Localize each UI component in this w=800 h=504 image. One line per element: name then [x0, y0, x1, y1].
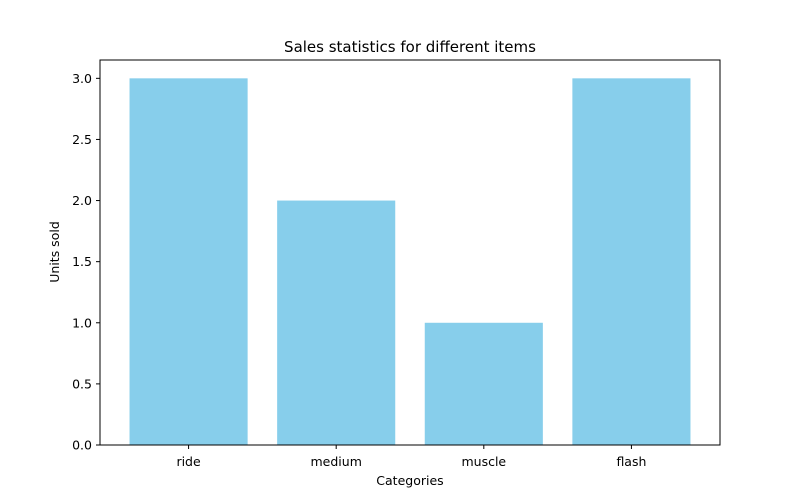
- y-tick-label-0.0: 0.0: [72, 438, 92, 453]
- bars-layer: [129, 78, 691, 445]
- x-tick-label-ride: ride: [176, 454, 201, 469]
- y-tick-label-3.0: 3.0: [72, 71, 92, 86]
- x-tick-label-medium: medium: [311, 454, 362, 469]
- x-tick-label-flash: flash: [616, 454, 646, 469]
- y-tick-label-0.5: 0.5: [72, 376, 92, 391]
- y-tick-label-1.5: 1.5: [72, 254, 92, 269]
- y-axis-label: Units sold: [47, 221, 62, 283]
- chart-title: Sales statistics for different items: [284, 38, 536, 56]
- y-tick-label-2.0: 2.0: [72, 193, 92, 208]
- bar-medium: [277, 200, 396, 445]
- x-tick-label-muscle: muscle: [461, 454, 506, 469]
- y-tick-label-1.0: 1.0: [72, 315, 92, 330]
- y-tick-label-2.5: 2.5: [72, 132, 92, 147]
- bar-ride: [129, 78, 248, 445]
- bar-muscle: [424, 322, 543, 445]
- x-axis-label: Categories: [376, 473, 443, 488]
- plot-frame: [99, 59, 721, 446]
- ticks-layer: ride medium muscle flash 0.0 0.5 1.0 1.5 2.0 2.5 3…: [72, 71, 646, 469]
- bar-flash: [572, 78, 691, 445]
